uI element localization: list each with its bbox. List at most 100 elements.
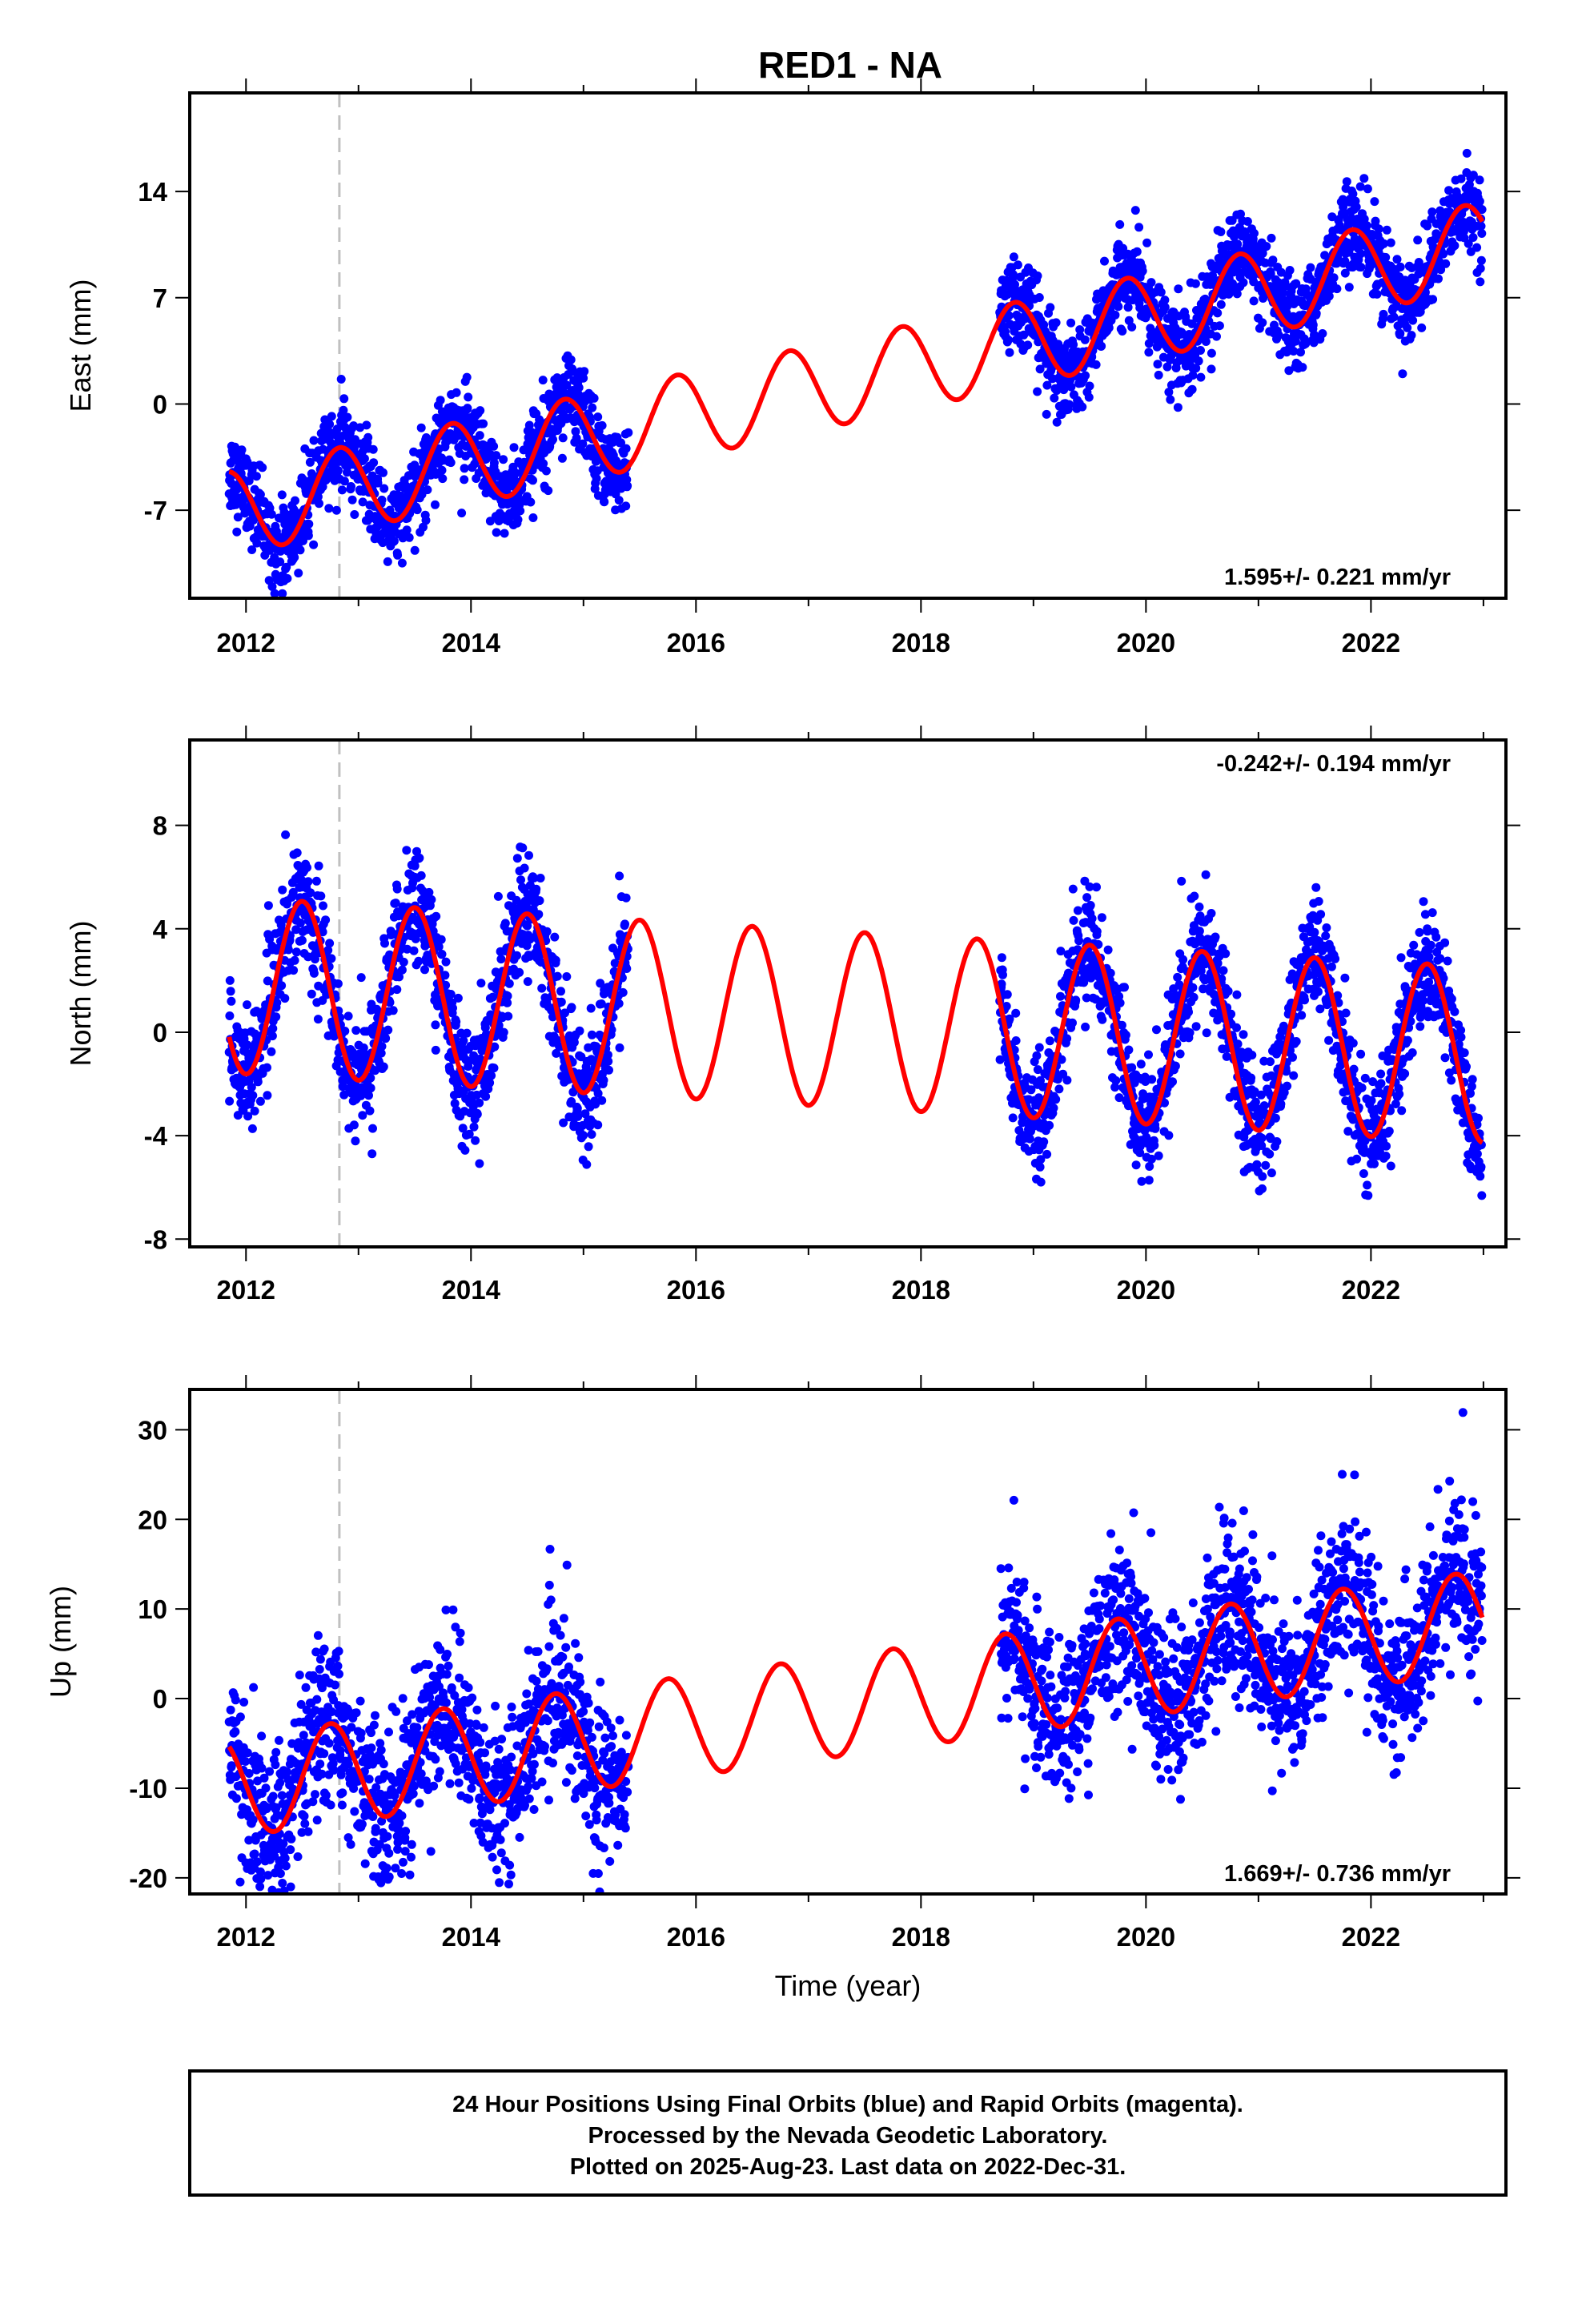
- data-point: [1291, 1037, 1301, 1046]
- data-point: [1222, 1051, 1231, 1061]
- data-point: [339, 1090, 349, 1100]
- data-point: [268, 1023, 278, 1033]
- data-point: [1154, 370, 1163, 380]
- data-point: [1216, 300, 1226, 309]
- data-point: [1363, 1180, 1372, 1190]
- data-point: [1267, 1168, 1276, 1178]
- data-point: [523, 977, 532, 987]
- data-point: [1389, 312, 1399, 322]
- data-point: [304, 519, 314, 529]
- data-point: [1370, 1159, 1379, 1168]
- data-point: [247, 545, 257, 554]
- data-point: [1184, 1007, 1193, 1017]
- data-point: [1034, 293, 1044, 302]
- data-point: [499, 455, 508, 464]
- data-point: [424, 887, 434, 897]
- data-point: [618, 987, 628, 997]
- data-point: [489, 1063, 499, 1073]
- data-point: [265, 935, 275, 944]
- data-point: [247, 1124, 257, 1133]
- data-point: [1310, 927, 1319, 937]
- data-point: [324, 504, 334, 513]
- data-point: [255, 1096, 265, 1106]
- data-point: [331, 505, 341, 515]
- data-point: [441, 980, 451, 990]
- data-point: [562, 972, 572, 981]
- data-point: [579, 373, 588, 383]
- data-point: [1170, 1061, 1180, 1071]
- data-point: [1444, 186, 1454, 195]
- data-point: [493, 891, 503, 901]
- data-point: [1417, 323, 1427, 332]
- plot-frame: [188, 91, 1508, 600]
- data-point: [225, 975, 235, 985]
- data-point: [349, 1120, 359, 1130]
- data-point: [385, 505, 395, 515]
- data-point: [1074, 936, 1084, 946]
- data-point: [587, 1030, 596, 1039]
- data-point: [1338, 195, 1347, 204]
- data-point: [253, 1077, 263, 1087]
- data-point: [489, 441, 499, 451]
- data-point: [1436, 265, 1446, 275]
- data-point: [557, 453, 567, 463]
- data-point: [376, 1048, 386, 1058]
- data-point: [1420, 910, 1430, 919]
- data-point: [591, 1100, 600, 1109]
- data-point: [1087, 914, 1097, 923]
- data-point: [1382, 1141, 1391, 1151]
- data-point: [1343, 1127, 1353, 1136]
- data-point: [612, 457, 621, 467]
- data-point: [1233, 239, 1243, 249]
- y-tick-label: 14: [138, 177, 167, 207]
- data-point: [1154, 1151, 1163, 1160]
- data-point: [1144, 1176, 1154, 1185]
- data-point: [1476, 277, 1485, 287]
- data-point: [1207, 348, 1216, 358]
- data-point: [1311, 883, 1321, 892]
- data-point: [622, 964, 632, 973]
- data-point: [1308, 320, 1318, 330]
- data-point: [1428, 295, 1438, 304]
- data-point: [415, 853, 424, 862]
- data-point: [423, 485, 432, 495]
- data-point: [1243, 217, 1252, 226]
- data-point: [1431, 932, 1441, 942]
- data-point: [1477, 229, 1487, 238]
- data-point: [1191, 364, 1201, 373]
- data-point: [582, 1160, 592, 1169]
- data-point: [1213, 959, 1223, 968]
- data-point: [526, 497, 536, 507]
- data-point: [1403, 1035, 1412, 1045]
- data-point: [350, 510, 359, 519]
- data-point: [1175, 1049, 1185, 1059]
- data-point: [538, 376, 548, 385]
- data-point: [431, 500, 440, 509]
- data-point: [1379, 239, 1388, 248]
- data-point: [437, 950, 447, 959]
- data-point: [1160, 296, 1170, 305]
- data-point: [509, 443, 519, 452]
- data-point: [1135, 1148, 1145, 1157]
- data-point: [524, 420, 534, 430]
- data-point: [539, 459, 548, 468]
- data-point: [1081, 1022, 1090, 1031]
- data-point: [588, 403, 597, 412]
- data-point: [1419, 996, 1428, 1005]
- data-point: [1356, 263, 1366, 272]
- data-point: [263, 976, 272, 986]
- data-point: [1036, 1155, 1046, 1164]
- data-point: [280, 994, 290, 1003]
- data-point: [1258, 1172, 1267, 1181]
- data-point: [231, 491, 240, 501]
- data-point: [303, 862, 311, 872]
- data-point: [1039, 1137, 1049, 1147]
- data-point: [362, 420, 371, 430]
- data-point: [1322, 923, 1331, 932]
- data-point: [1173, 972, 1182, 982]
- data-point: [1036, 1177, 1046, 1187]
- data-point: [460, 1145, 470, 1155]
- data-point: [291, 496, 299, 505]
- data-point: [500, 919, 510, 928]
- data-point: [1475, 175, 1484, 185]
